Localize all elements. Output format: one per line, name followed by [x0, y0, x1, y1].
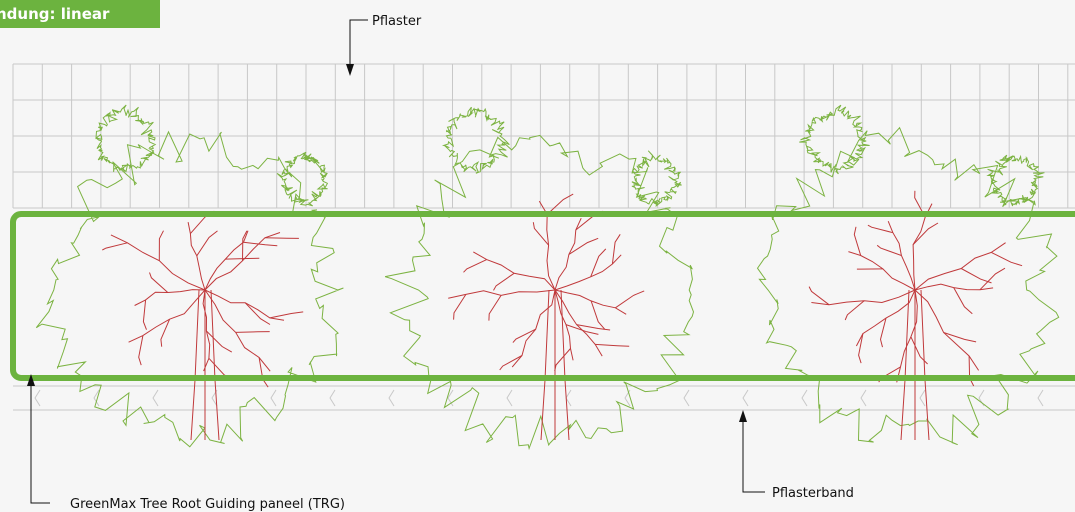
paving-grid	[12, 63, 1075, 209]
pflaster-label: Pflaster	[372, 14, 422, 29]
root-network	[808, 190, 1023, 441]
arrow-up-icon	[27, 374, 35, 386]
tree	[756, 104, 1060, 446]
arrow-up-icon	[739, 410, 747, 422]
canopy-fragment	[799, 104, 870, 175]
canopy-outline	[756, 126, 1060, 446]
pflaster-callout: Pflaster	[346, 14, 422, 76]
canopy-fragment	[631, 150, 682, 207]
canopy-fragment	[441, 106, 510, 174]
arrow-down-icon	[346, 64, 354, 76]
title-badge: ndung: linear	[0, 0, 160, 28]
canopy-outline	[384, 134, 695, 451]
pflasterband-callout: Pflasterband	[739, 410, 854, 501]
root-network	[102, 210, 304, 441]
tree	[35, 104, 344, 448]
trg-callout: GreenMax Tree Root Guiding paneel (TRG)	[27, 374, 345, 512]
trg-panel-frame	[10, 211, 1075, 381]
pflasterband-label: Pflasterband	[772, 486, 854, 501]
tree	[384, 106, 695, 451]
canopy-fragment	[95, 104, 157, 173]
trg-label: GreenMax Tree Root Guiding paneel (TRG)	[70, 497, 345, 512]
tree-group	[35, 104, 1060, 451]
paving-band	[13, 385, 1075, 411]
canopy-fragment	[986, 154, 1045, 208]
root-network	[448, 193, 645, 441]
canopy-fragment	[276, 151, 329, 207]
canopy-outline	[35, 130, 344, 448]
